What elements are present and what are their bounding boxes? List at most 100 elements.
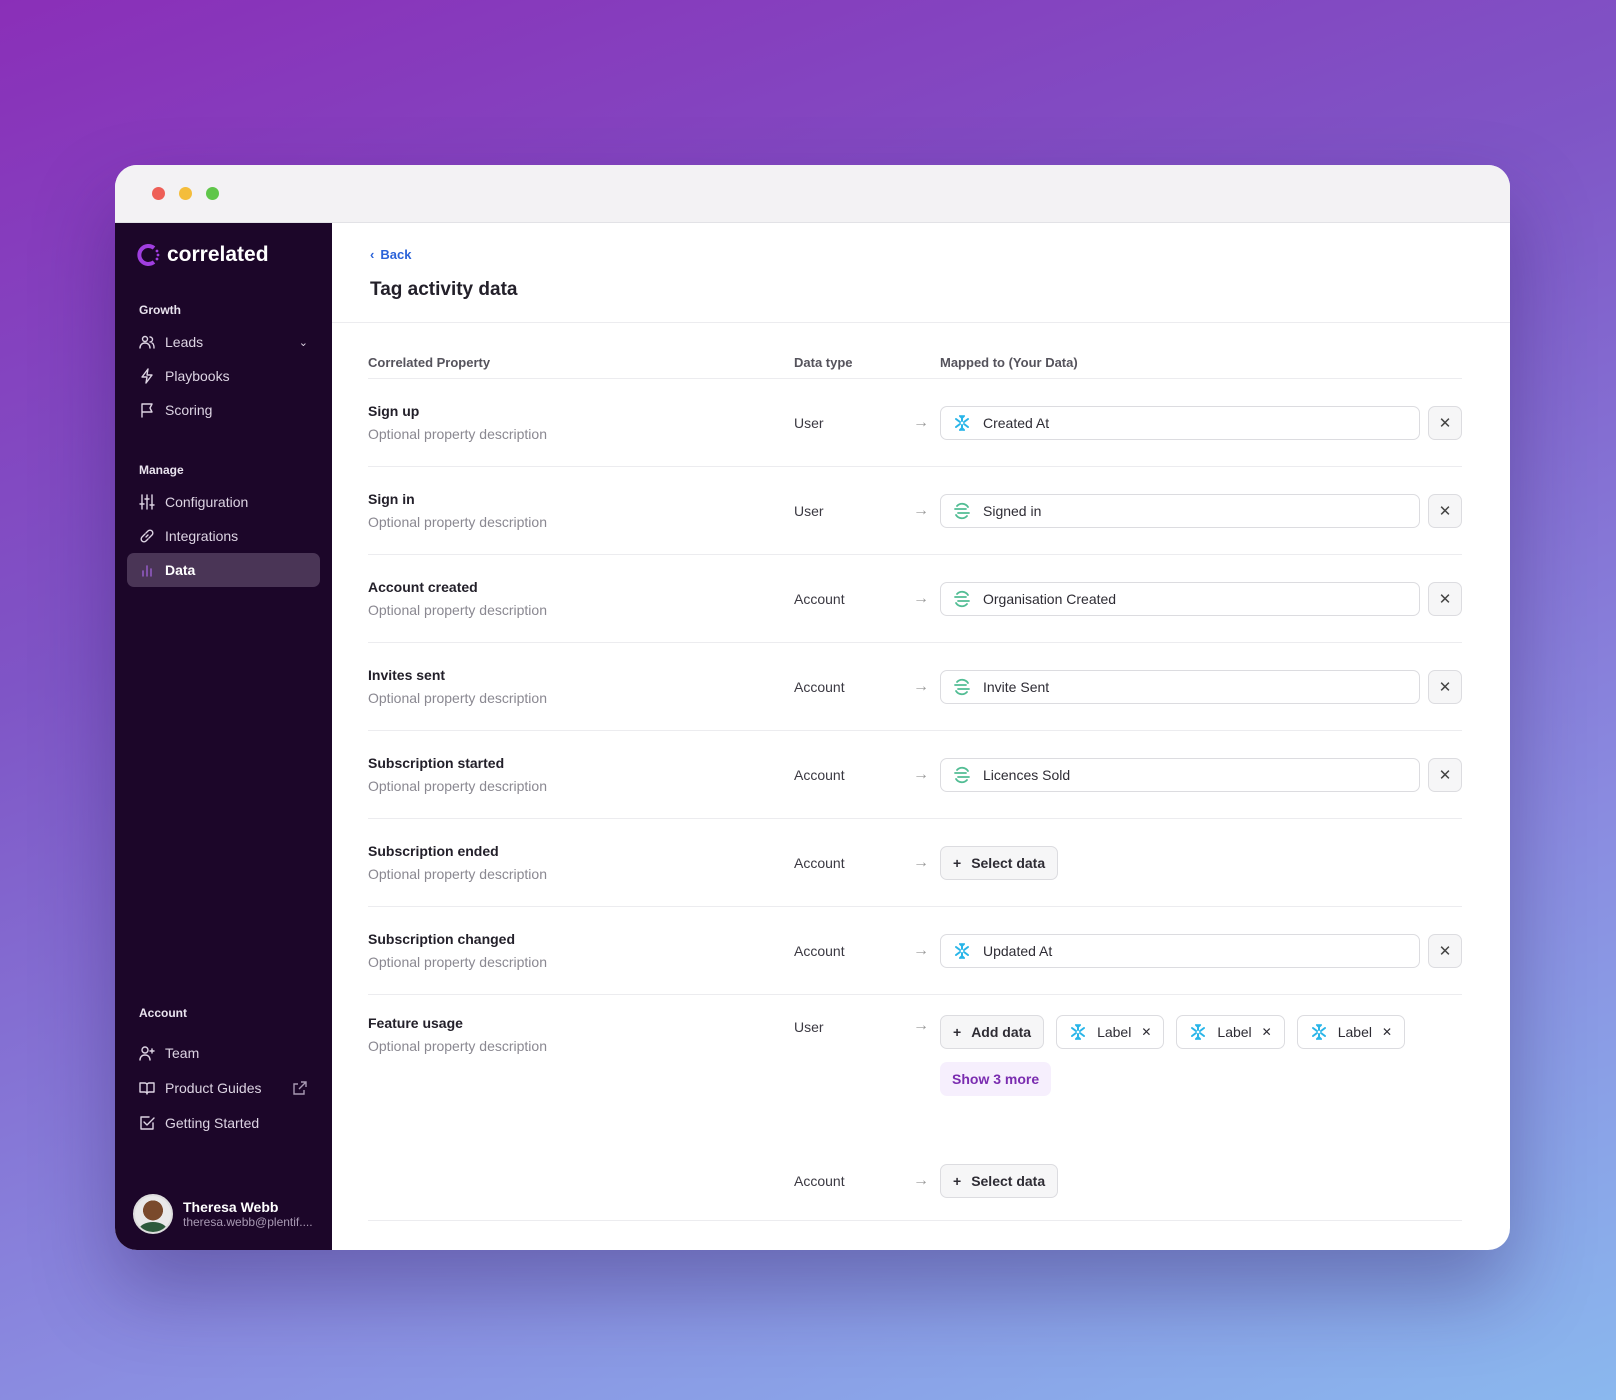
- arrow-right-icon: →: [913, 853, 929, 871]
- remove-mapping-button[interactable]: ✕: [1428, 933, 1462, 968]
- data-type: Account: [794, 942, 845, 959]
- arrow-right-icon: →: [913, 765, 929, 783]
- remove-chip-icon[interactable]: ✕: [1382, 1025, 1393, 1039]
- property-description: Optional property description: [368, 866, 547, 882]
- data-type: User: [794, 502, 824, 519]
- plus-icon: +: [953, 854, 962, 871]
- avatar: [133, 1194, 173, 1234]
- chip-label: Label: [1217, 1024, 1252, 1040]
- arrow-right-icon: →: [913, 501, 929, 519]
- mapped-data-field[interactable]: Updated At: [940, 933, 1420, 968]
- property-description: Optional property description: [368, 778, 547, 794]
- snowflake-icon: [1311, 1024, 1326, 1040]
- sidebar-item-team[interactable]: Team: [127, 1035, 320, 1070]
- sidebar: correlated Growth Leads ⌄ Playbooks Scoring M…: [115, 223, 332, 1250]
- brand-logo[interactable]: correlated: [137, 243, 320, 267]
- table-row-invites-sent: Invites sent Optional property descriptio…: [368, 643, 1462, 731]
- mapping-table: Correlated Property Data type Mapped to …: [368, 347, 1462, 1221]
- sidebar-item-label: Data: [165, 562, 196, 578]
- data-type: Account: [794, 854, 845, 871]
- select-data-label: Select data: [971, 1172, 1046, 1189]
- plus-icon: +: [953, 1172, 962, 1189]
- arrow-right-icon: →: [913, 1171, 929, 1189]
- segment-icon: [954, 590, 970, 607]
- mapped-data-field[interactable]: Organisation Created: [940, 581, 1420, 616]
- mapped-data-value: Invite Sent: [983, 678, 1050, 695]
- property-name: Account created: [368, 579, 478, 595]
- minimize-window-button[interactable]: [179, 187, 192, 200]
- external-link-icon: [293, 1080, 307, 1095]
- select-data-button[interactable]: + Select data: [940, 1163, 1059, 1198]
- data-type: Account: [794, 766, 845, 783]
- remove-mapping-button[interactable]: ✕: [1428, 493, 1462, 528]
- user-email: theresa.webb@plentif....: [183, 1215, 313, 1229]
- chevron-left-icon: ‹: [370, 247, 375, 262]
- sidebar-item-leads[interactable]: Leads ⌄: [127, 325, 320, 359]
- sidebar-item-configuration[interactable]: Configuration: [127, 485, 320, 519]
- mapped-data-value: Updated At: [983, 942, 1053, 959]
- chip-label: Label: [1097, 1024, 1132, 1040]
- close-window-button[interactable]: [152, 187, 165, 200]
- user-profile[interactable]: Theresa Webb theresa.webb@plentif....: [133, 1194, 313, 1234]
- header-divider: [332, 322, 1510, 323]
- property-name: Subscription started: [368, 755, 505, 771]
- sidebar-item-label: Team: [165, 1044, 200, 1061]
- close-icon: ✕: [1438, 414, 1452, 432]
- correlated-logo-icon: [137, 244, 160, 266]
- remove-chip-icon[interactable]: ✕: [1261, 1025, 1272, 1039]
- remove-mapping-button[interactable]: ✕: [1428, 405, 1462, 440]
- segment-icon: [954, 502, 970, 519]
- maximize-window-button[interactable]: [206, 187, 219, 200]
- table-header: Correlated Property Data type Mapped to …: [368, 347, 1462, 379]
- close-icon: ✕: [1438, 590, 1452, 608]
- sidebar-item-playbooks[interactable]: Playbooks: [127, 359, 320, 393]
- close-icon: ✕: [1438, 502, 1452, 520]
- sidebar-item-integrations[interactable]: Integrations: [127, 519, 320, 553]
- snowflake-icon: [955, 942, 969, 959]
- show-more-button[interactable]: Show 3 more: [940, 1062, 1052, 1096]
- user-plus-icon: [139, 1045, 155, 1061]
- back-link[interactable]: ‹ Back: [370, 247, 411, 262]
- bolt-icon: [141, 368, 153, 384]
- flag-icon: [141, 403, 153, 418]
- arrow-right-icon: →: [913, 589, 929, 607]
- close-icon: ✕: [1438, 678, 1452, 696]
- sidebar-item-data[interactable]: Data: [127, 553, 320, 587]
- select-data-button[interactable]: + Select data: [940, 845, 1059, 880]
- data-chip[interactable]: Label ✕: [1176, 1015, 1285, 1049]
- property-description: Optional property description: [368, 426, 547, 442]
- remove-chip-icon[interactable]: ✕: [1141, 1025, 1152, 1039]
- sidebar-item-scoring[interactable]: Scoring: [127, 393, 320, 427]
- mapped-data-field[interactable]: Licences Sold: [940, 757, 1420, 792]
- snowflake-icon: [1191, 1024, 1206, 1040]
- mapped-data-value: Signed in: [983, 502, 1042, 519]
- mapped-data-value: Licences Sold: [983, 766, 1071, 783]
- table-row-subscription-started: Subscription started Optional property de…: [368, 731, 1462, 819]
- close-icon: ✕: [1438, 766, 1452, 784]
- add-data-button[interactable]: + Add data: [940, 1015, 1045, 1049]
- mapped-data-field[interactable]: Signed in: [940, 493, 1420, 528]
- property-name: Feature usage: [368, 1015, 463, 1031]
- arrow-right-icon: →: [913, 413, 929, 431]
- table-row-sign-in: Sign in Optional property description Use…: [368, 467, 1462, 555]
- user-name: Theresa Webb: [183, 1199, 279, 1215]
- property-name: Subscription ended: [368, 843, 499, 859]
- data-chip[interactable]: Label ✕: [1056, 1015, 1165, 1049]
- book-icon: [139, 1081, 155, 1095]
- sidebar-item-product-guides[interactable]: Product Guides: [127, 1070, 320, 1105]
- remove-mapping-button[interactable]: ✕: [1428, 757, 1462, 792]
- sidebar-item-getting-started[interactable]: Getting Started: [127, 1105, 320, 1140]
- mapped-data-field[interactable]: Invite Sent: [940, 669, 1420, 704]
- data-type: Account: [794, 678, 845, 695]
- snowflake-icon: [1071, 1024, 1086, 1040]
- nav-section-title: Manage: [139, 463, 184, 477]
- remove-mapping-button[interactable]: ✕: [1428, 669, 1462, 704]
- data-chip[interactable]: Label ✕: [1296, 1015, 1406, 1049]
- table-row-subscription-changed: Subscription changed Optional property de…: [368, 907, 1462, 995]
- data-type: User: [794, 1019, 824, 1035]
- remove-mapping-button[interactable]: ✕: [1428, 581, 1462, 616]
- back-label: Back: [380, 247, 412, 262]
- arrow-right-icon: →: [913, 1017, 929, 1034]
- mapped-data-field[interactable]: Created At: [940, 405, 1420, 440]
- users-icon: [139, 335, 155, 349]
